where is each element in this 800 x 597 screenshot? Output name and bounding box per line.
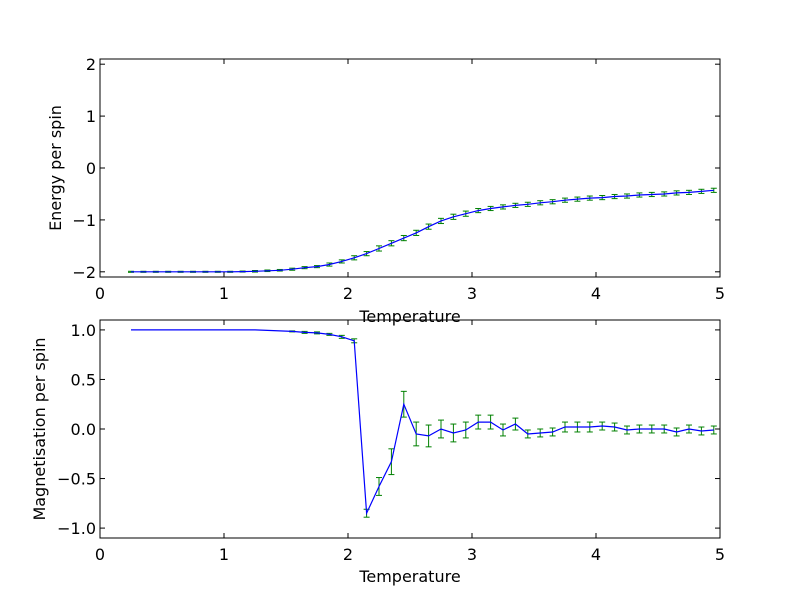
- energy-xtick-label: 0: [95, 284, 105, 303]
- energy-xtick-label: 1: [219, 284, 229, 303]
- magnetisation-xlabel: Temperature: [358, 567, 460, 586]
- energy-xtick-label: 5: [715, 284, 725, 303]
- magnetisation-errorbar: [710, 425, 717, 435]
- magnetisation-ytick-label: −0.5: [57, 470, 96, 489]
- energy-ticks: 0 1 2 3 4 5 −2 −1 0 1 2: [72, 55, 725, 303]
- energy-series: [128, 187, 717, 273]
- energy-xtick-label: 4: [591, 284, 601, 303]
- magnetisation-ylabel: Magnetisation per spin: [30, 337, 49, 520]
- energy-ytick-label: 2: [86, 55, 96, 74]
- energy-ytick-label: −1: [72, 211, 96, 230]
- magnetisation-ticks: 0 1 2 3 4 5 −1.0 −0.5 0.0 0.5 1.0: [57, 320, 725, 564]
- magnetisation-panel: 0 1 2 3 4 5 −1.0 −0.5 0.0 0.5 1.0 Temperature Magn…: [30, 319, 725, 586]
- magnetisation-ytick-label: 1.0: [71, 321, 96, 340]
- magnetisation-ytick-label: 0.5: [71, 370, 96, 389]
- magnetisation-xtick-label: 5: [715, 545, 725, 564]
- energy-xtick-label: 3: [467, 284, 477, 303]
- energy-xlabel: Temperature: [358, 307, 460, 326]
- magnetisation-ytick-label: 0.0: [71, 420, 96, 439]
- energy-ytick-label: −2: [72, 263, 96, 282]
- magnetisation-xtick-label: 0: [95, 545, 105, 564]
- energy-xtick-label: 2: [343, 284, 353, 303]
- magnetisation-xtick-label: 4: [591, 545, 601, 564]
- magnetisation-series-line: [131, 329, 714, 516]
- magnetisation-xtick-label: 3: [467, 545, 477, 564]
- magnetisation-xtick-label: 2: [343, 545, 353, 564]
- energy-ytick-label: 1: [86, 107, 96, 126]
- magnetisation-ytick-label: −1.0: [57, 519, 96, 538]
- magnetisation-series: [131, 329, 717, 518]
- energy-ylabel: Energy per spin: [46, 105, 65, 231]
- magnetisation-xtick-label: 1: [219, 545, 229, 564]
- energy-series-line: [131, 189, 714, 273]
- energy-ytick-label: 0: [86, 159, 96, 178]
- energy-panel: 0 1 2 3 4 5 −2 −1 0 1 2 Temperature Energy per spi…: [46, 55, 725, 326]
